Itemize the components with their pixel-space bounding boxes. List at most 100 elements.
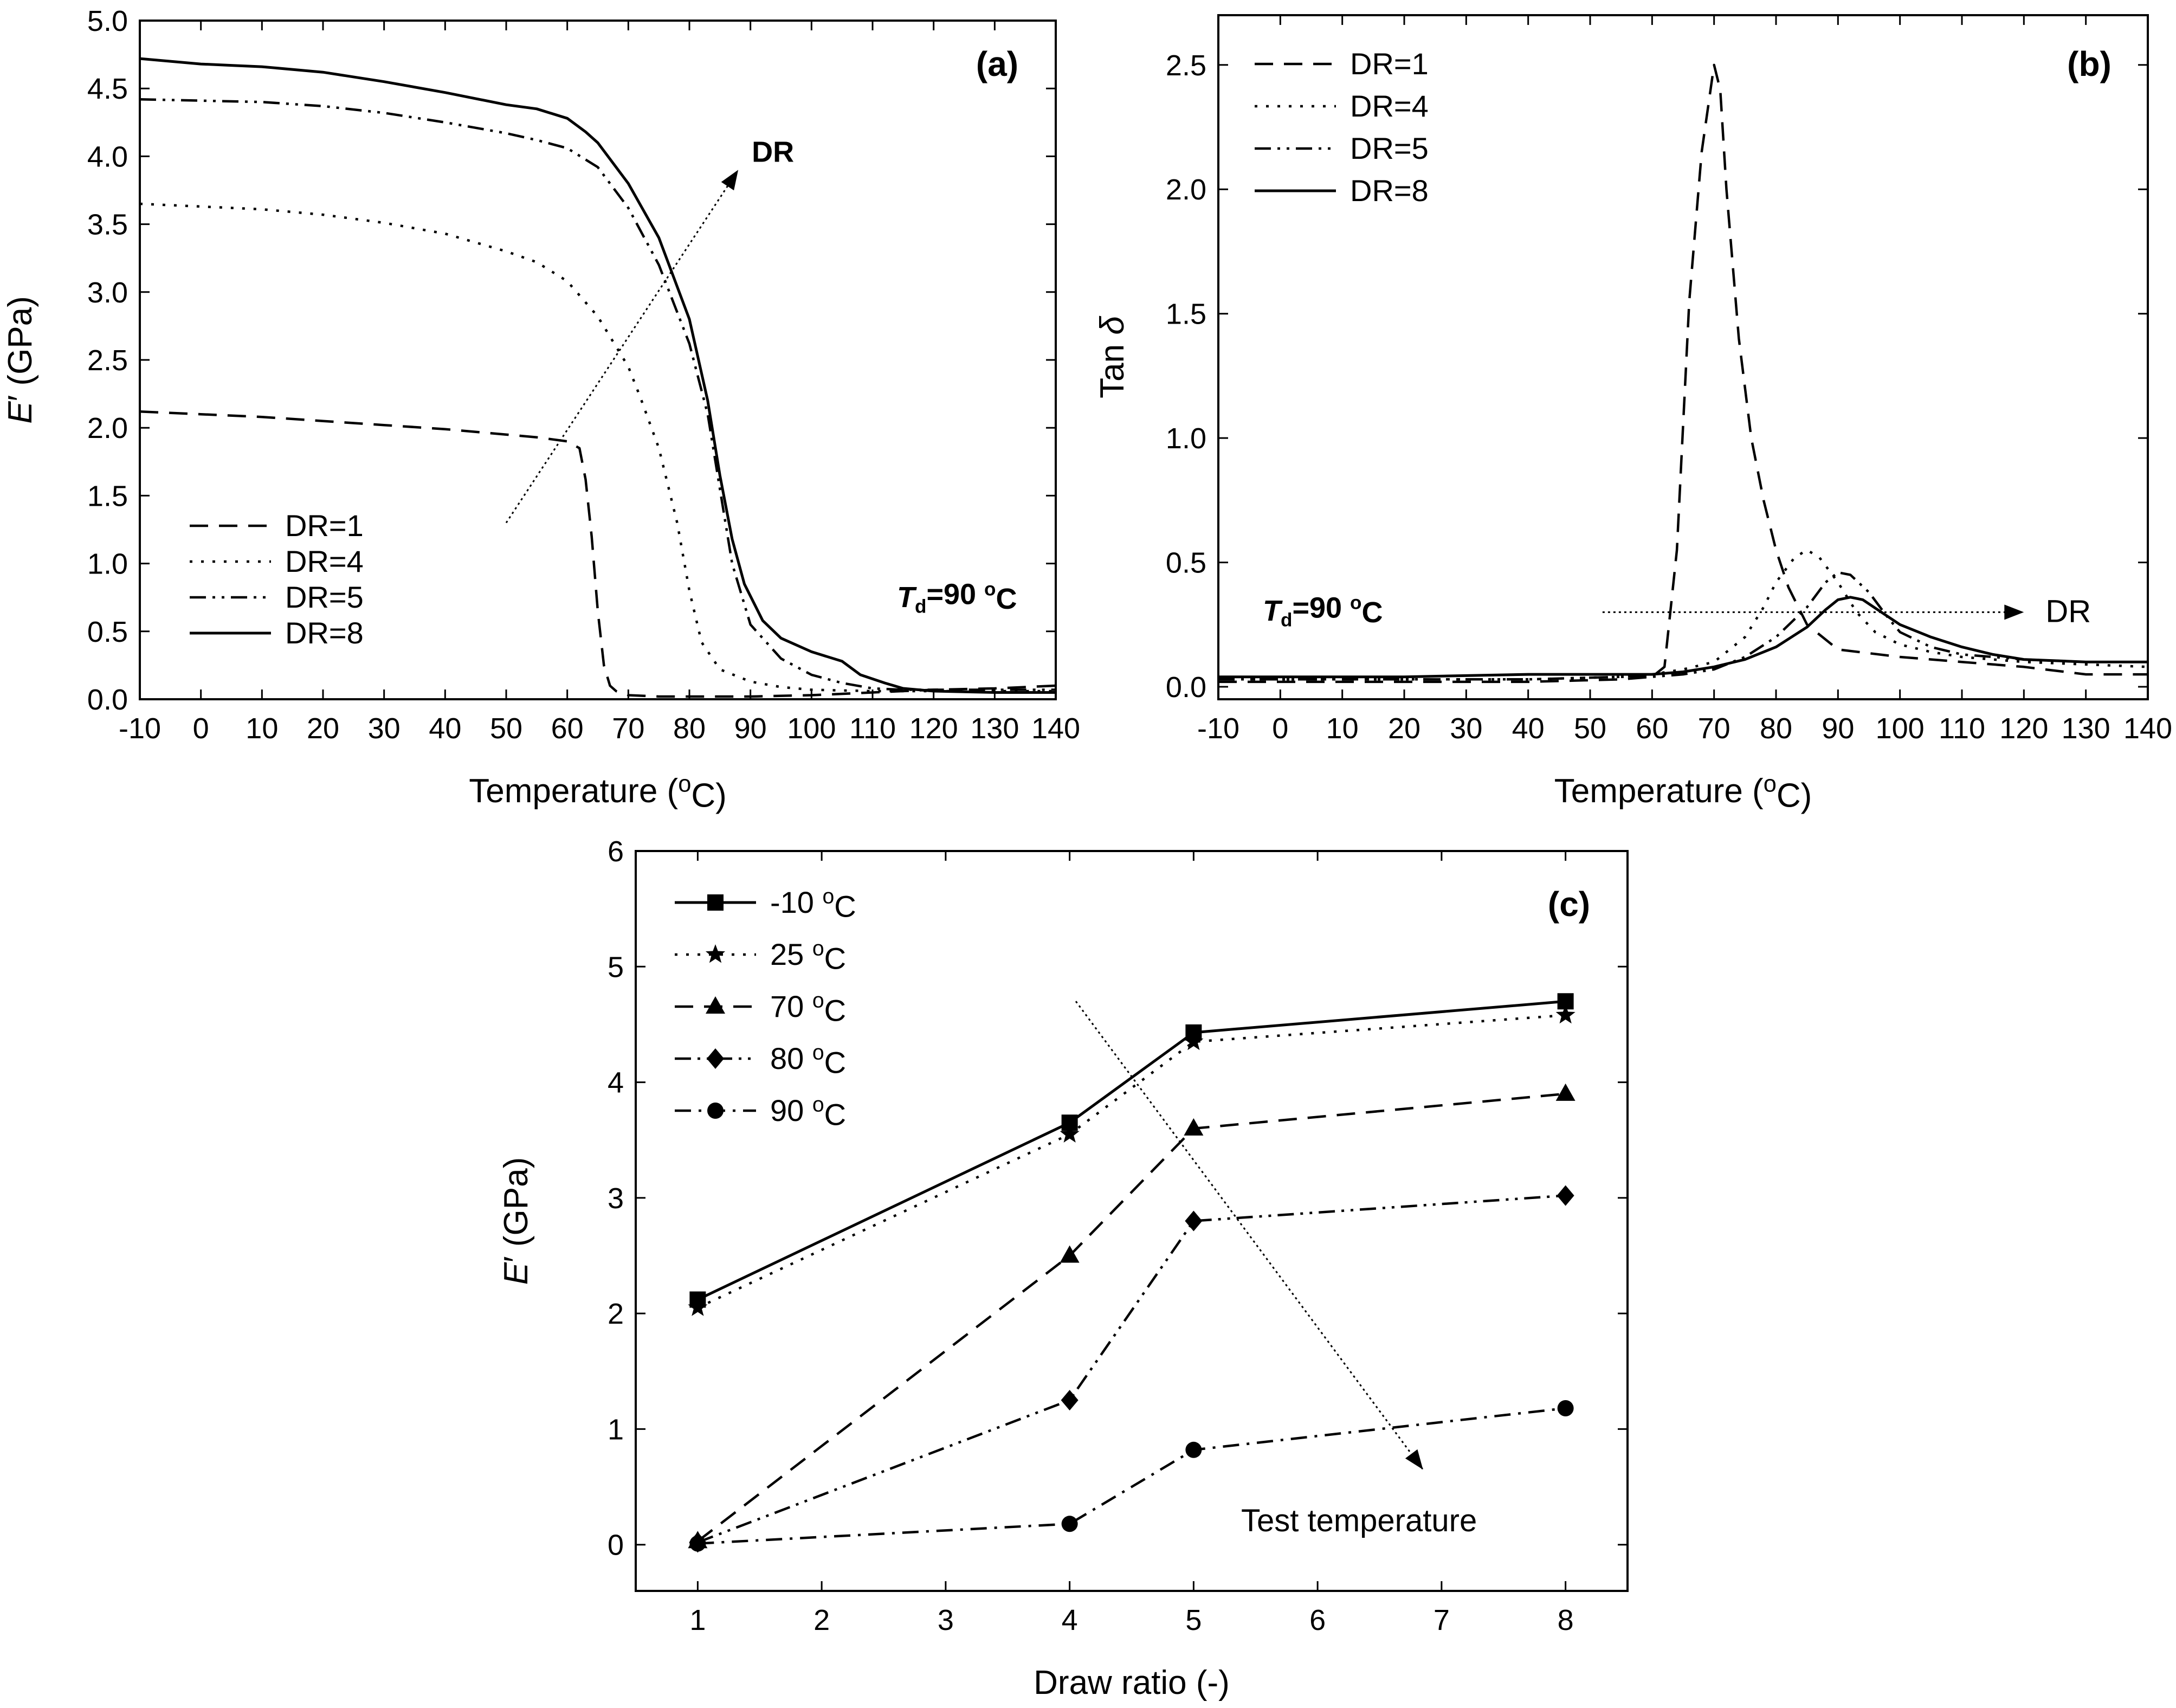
panel-c: 1 2 3 4 5 6 7 8 0 1 2 3 4 5 6 Draw ratio (-) E′ (GPa) (c)…	[498, 835, 1629, 1701]
arrow-head	[2004, 604, 2024, 620]
panel-b: -10 0 10 20 30 40 50 60 70 80 90 100 110 120 130 140 0.0…	[1094, 14, 2172, 814]
data-point-circle	[1185, 1441, 1202, 1458]
x-tick-label: 130	[970, 712, 1019, 745]
legend-label: DR=5	[1350, 131, 1429, 165]
arrow-head	[721, 170, 739, 191]
x-tick-label: 80	[673, 712, 706, 745]
panel-label: (a)	[976, 44, 1018, 83]
data-point-circle	[689, 1535, 706, 1552]
series-line-dr-5	[1218, 571, 2148, 681]
y-tick-label: 3.5	[87, 209, 128, 241]
data-point-star	[1555, 1004, 1575, 1024]
data-point-star	[1184, 1031, 1204, 1050]
data-point-triangle	[1184, 1118, 1204, 1136]
data-point-circle	[1061, 1516, 1078, 1532]
x-tick-label: 20	[307, 712, 339, 745]
y-tick-label: 0.0	[1166, 671, 1206, 704]
x-tick-label: 60	[1636, 712, 1668, 745]
condition-label: Td=90 oC	[1263, 591, 1383, 630]
arrow-line	[1075, 1001, 1424, 1470]
y-tick-label: 2.0	[87, 412, 128, 444]
data-point-circle	[1557, 1400, 1574, 1417]
legend-label: DR=8	[285, 616, 364, 650]
panel-a: -10 0 10 20 30 40 50 60 70 80 90 100 110 120 130 140 0.0…	[2, 5, 1080, 814]
data-point-star	[688, 1297, 708, 1316]
series-line-dr-1	[1218, 63, 2148, 684]
x-tick-label: 120	[909, 712, 958, 745]
series-line-dr-5	[140, 98, 1056, 691]
y-tick-label: 5.0	[87, 5, 128, 37]
x-tick-label: 3	[938, 1604, 954, 1636]
x-tick-label: 140	[2123, 712, 2172, 745]
y-tick-label: 4	[608, 1067, 624, 1099]
y-tick-label: 0.5	[87, 616, 128, 648]
x-tick-label: 30	[368, 712, 401, 745]
legend-marker-diamond	[707, 1048, 724, 1069]
data-point-diamond	[1061, 1390, 1079, 1411]
panel-label: (c)	[1548, 885, 1590, 924]
series-line-80-oc	[697, 1194, 1566, 1544]
x-tick-label: 110	[849, 712, 896, 745]
legend-label: DR=5	[285, 580, 364, 614]
data-point-triangle	[1060, 1245, 1080, 1263]
series-line-dr-8	[140, 57, 1056, 694]
y-tick-label: 2.0	[1166, 173, 1206, 206]
y-axis-label: Tan δ	[1094, 316, 1131, 398]
data-point-star	[1060, 1124, 1080, 1143]
legend-label: 90 oC	[770, 1093, 846, 1131]
x-axis-label: Temperature (oC)	[1554, 771, 1812, 814]
y-tick-label: 1.5	[87, 480, 128, 512]
x-tick-label: 2	[813, 1604, 830, 1636]
x-tick-label: 90	[1822, 712, 1854, 745]
x-tick-label: 100	[787, 712, 836, 745]
x-tick-label: 70	[1698, 712, 1731, 745]
x-tick-label: 140	[1031, 712, 1080, 745]
x-tick-label: 7	[1434, 1604, 1450, 1636]
x-tick-label: 100	[1876, 712, 1925, 745]
x-tick-label: 0	[193, 712, 209, 745]
y-tick-label: 1	[608, 1413, 624, 1446]
x-tick-label: 110	[1939, 712, 1985, 745]
legend-label: 80 oC	[770, 1041, 846, 1079]
plot-frame	[1217, 14, 2149, 700]
arrow-label: DR	[2045, 594, 2091, 629]
x-tick-label: 0	[1272, 712, 1288, 745]
data-point-triangle	[1555, 1083, 1575, 1101]
series-line-dr-4	[140, 202, 1056, 693]
legend-marker-square	[707, 894, 724, 911]
y-tick-label: 4.5	[87, 73, 128, 105]
x-axis-label: Temperature (oC)	[469, 771, 727, 814]
panel-label: (b)	[2067, 44, 2112, 83]
arrow-label: Test temperature	[1241, 1503, 1477, 1538]
plot-frame	[635, 850, 1629, 1592]
series-line--10-oc	[697, 1000, 1566, 1301]
legend-marker-star	[705, 944, 726, 963]
y-tick-label: 2.5	[1166, 49, 1206, 82]
series-line-dr-1	[140, 410, 1056, 698]
y-tick-label: 5	[608, 951, 624, 983]
legend-label: DR=1	[285, 508, 364, 543]
series-line-90-oc	[698, 1407, 1566, 1545]
y-tick-label: 4.0	[87, 140, 128, 173]
x-tick-label: 40	[1512, 712, 1545, 745]
arrow-head	[1405, 1449, 1423, 1470]
x-tick-label: 10	[1326, 712, 1359, 745]
legend-marker-triangle	[706, 996, 725, 1014]
y-tick-label: 3	[608, 1182, 624, 1215]
series-line-25-oc	[697, 1014, 1566, 1309]
legend-label: DR=4	[1350, 89, 1429, 123]
series-line-70-oc	[697, 1092, 1566, 1543]
condition-label: Td=90 oC	[897, 578, 1017, 617]
x-tick-label: 1	[689, 1604, 706, 1636]
y-tick-label: 0.0	[87, 684, 128, 716]
y-tick-label: 0.5	[1166, 547, 1206, 579]
legend-label: DR=1	[1350, 47, 1429, 81]
y-axis-label: E′ (GPa)	[498, 1157, 535, 1285]
x-tick-label: -10	[119, 712, 161, 745]
x-tick-label: 30	[1450, 712, 1482, 745]
y-tick-label: 1.0	[87, 548, 128, 581]
legend-label: DR=4	[285, 544, 364, 578]
x-tick-label: 120	[1999, 712, 2048, 745]
x-tick-label: 8	[1558, 1604, 1574, 1636]
